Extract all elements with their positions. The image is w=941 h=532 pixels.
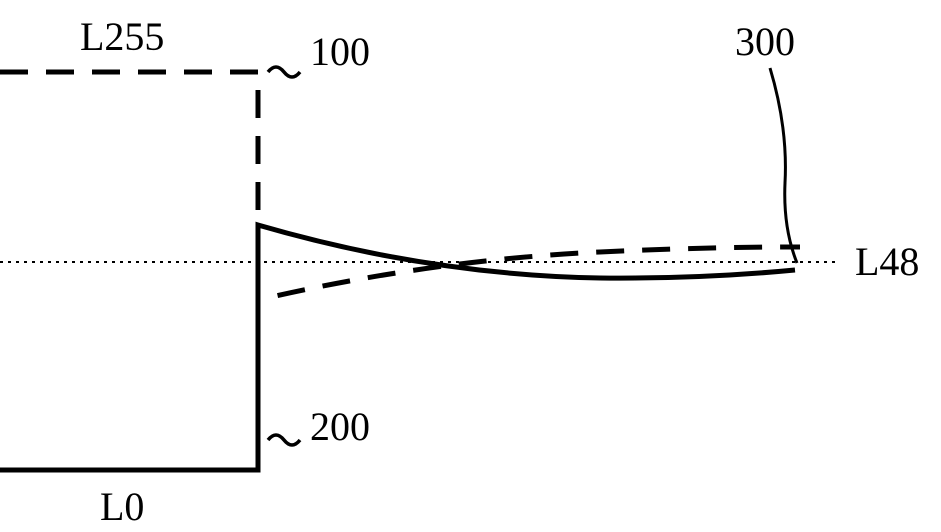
label-100: 100 [310,29,370,74]
label-l255: L255 [80,14,164,59]
diagram-canvas: L255 L0 L48 100 200 300 [0,0,941,532]
label-300: 300 [735,19,795,64]
squiggle-200 [268,435,300,445]
dashed-curve-100 [0,72,800,300]
squiggle-100 [268,67,300,77]
leader-300 [770,68,797,263]
solid-curve-200 [0,225,795,470]
label-l0: L0 [100,484,144,529]
label-200: 200 [310,404,370,449]
label-l48: L48 [855,239,919,284]
